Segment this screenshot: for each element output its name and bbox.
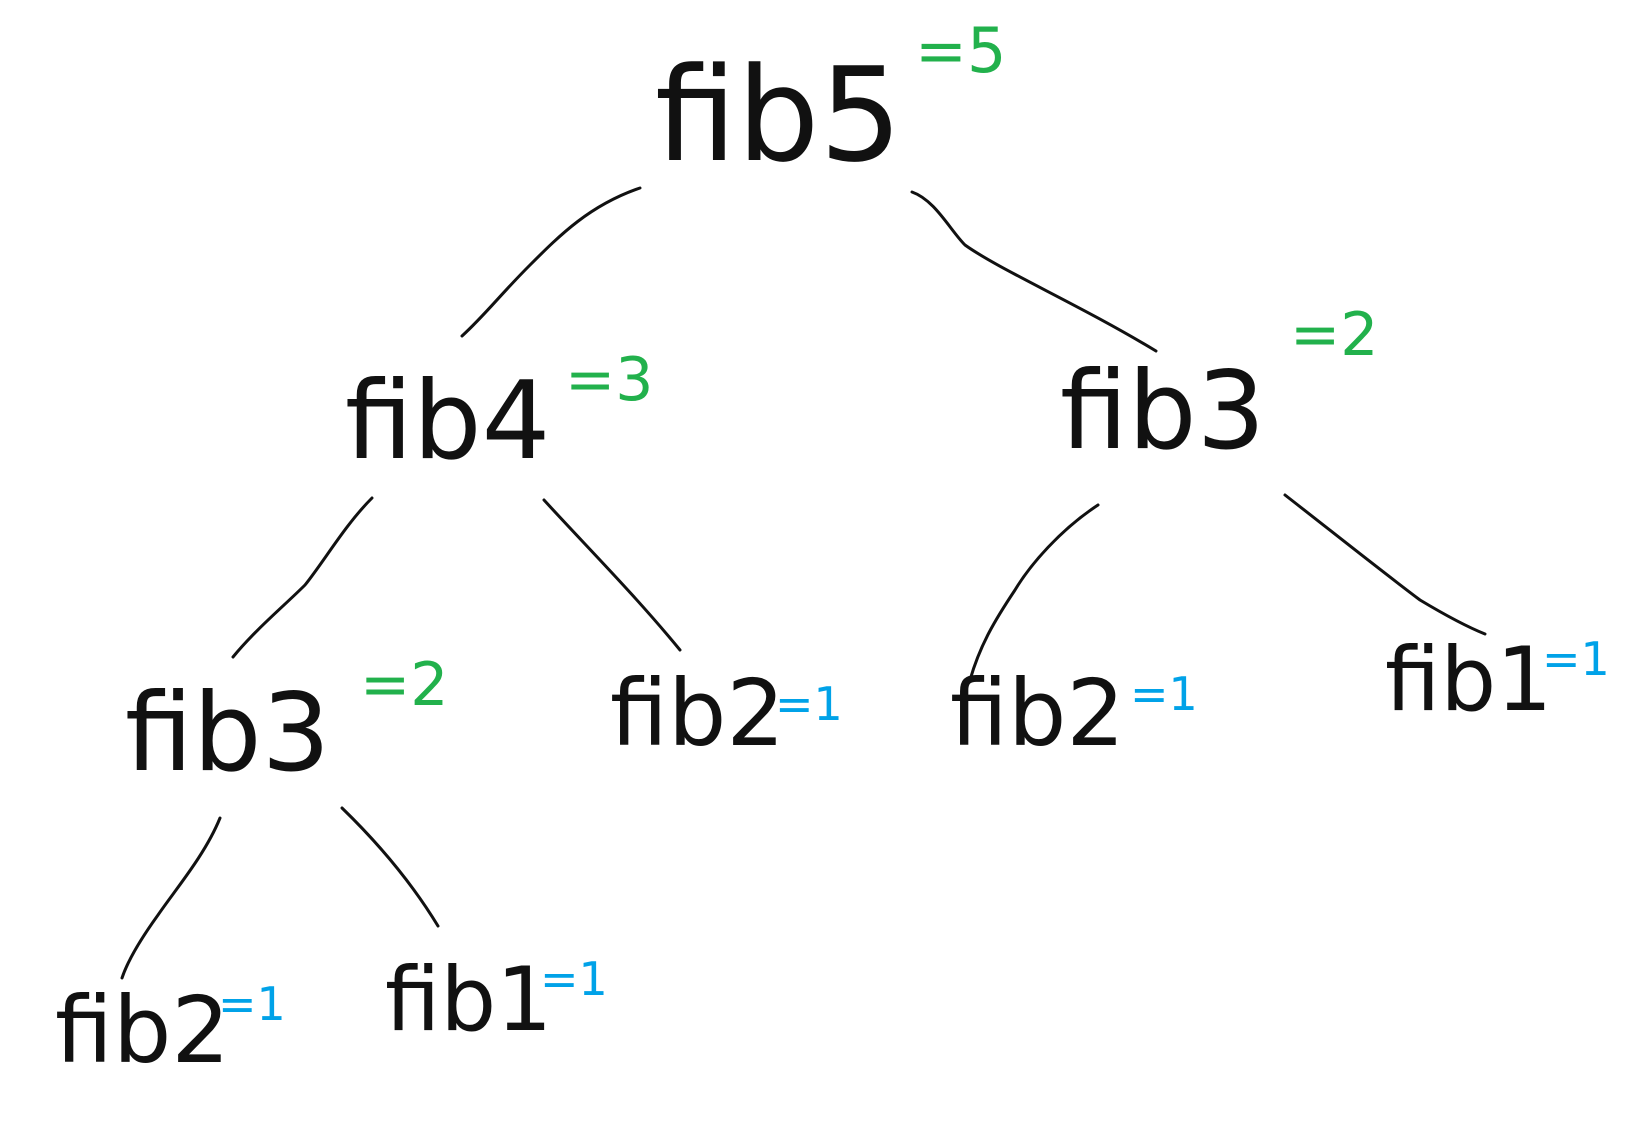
tree-node-fib2-b: fib2 =1 <box>950 660 1198 767</box>
node-label: fib2 <box>950 660 1125 767</box>
tree-node-fib3-left: fib3 =2 <box>125 650 448 796</box>
node-result: =1 <box>540 952 608 1006</box>
tree-node-fib1-b: fib1 =1 <box>385 948 608 1051</box>
tree-node-fib5: fib5 =5 <box>655 14 1006 191</box>
edge-n3-n8 <box>340 806 440 928</box>
node-label: fib1 <box>385 948 552 1051</box>
node-label: fib5 <box>655 39 902 191</box>
node-label: fib2 <box>610 660 785 767</box>
tree-node-fib2-c: fib2 =1 <box>55 977 286 1084</box>
tree-node-fib1-a: fib1 =1 <box>1385 628 1610 731</box>
tree-nodes: fib5 =5 fib4 =3 fib3 =2 fib3 =2 fib2 =1 … <box>55 14 1610 1084</box>
edge-n0-n1 <box>460 186 642 338</box>
node-label: fib4 <box>345 359 550 484</box>
edge-n2-n5 <box>968 503 1100 682</box>
node-label: fib1 <box>1385 628 1552 731</box>
tree-node-fib3-right: fib3 =2 <box>1060 300 1378 474</box>
node-result: =1 <box>218 977 286 1031</box>
tree-node-fib4: fib4 =3 <box>345 345 653 484</box>
node-result: =3 <box>565 345 653 415</box>
edge-n1-n3 <box>231 496 374 659</box>
node-result: =1 <box>1130 667 1198 721</box>
tree-edges <box>120 186 1487 980</box>
edge-n2-n6 <box>1283 493 1487 636</box>
edge-n0-n2 <box>910 190 1158 353</box>
edge-n3-n7 <box>120 816 222 980</box>
node-label: fib2 <box>55 977 230 1084</box>
node-result: =5 <box>915 14 1006 87</box>
node-result: =2 <box>1290 300 1378 370</box>
edge-n1-n4 <box>542 498 682 652</box>
node-label: fib3 <box>1060 349 1265 474</box>
node-result: =1 <box>1542 632 1610 686</box>
node-result: =1 <box>775 677 843 731</box>
tree-node-fib2-a: fib2 =1 <box>610 660 843 767</box>
node-label: fib3 <box>125 671 330 796</box>
node-result: =2 <box>360 650 448 720</box>
